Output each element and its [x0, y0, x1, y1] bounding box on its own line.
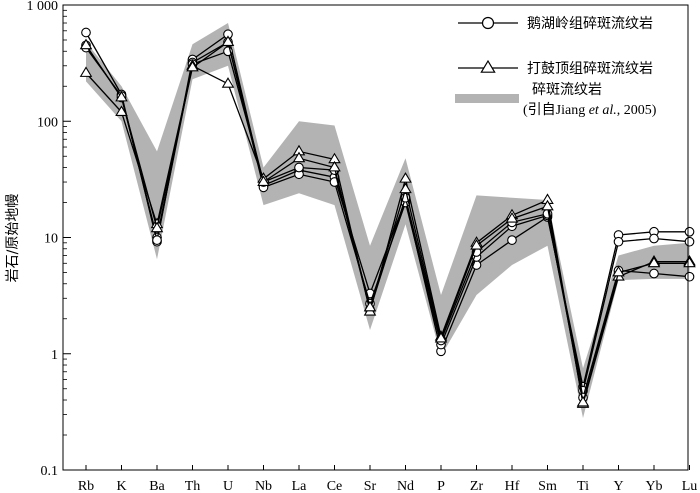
data-point-triangle — [79, 38, 93, 50]
data-point-circle — [649, 233, 659, 244]
legend: 鹅湖岭组碎斑流纹岩 打鼓顶组碎斑流纹岩 碎斑流纹岩 (引自Jiang et al… — [455, 15, 657, 118]
data-point-triangle — [612, 265, 625, 277]
legend-circle-marker — [481, 16, 495, 30]
data-point-triangle — [470, 239, 483, 250]
y-tick-label: 1 000 — [27, 0, 59, 14]
data-point-circle — [684, 271, 695, 282]
data-point-circle — [649, 268, 659, 279]
data-point-circle — [613, 236, 624, 247]
data-point-triangle — [221, 35, 235, 46]
legend-label-band: 碎斑流纹岩 — [532, 82, 602, 98]
data-point-triangle — [399, 172, 412, 183]
x-tick-label: Rb — [78, 479, 94, 493]
data-point-triangle — [115, 90, 128, 102]
band-area — [86, 23, 690, 418]
series-triangle-4 — [79, 35, 696, 407]
data-point-triangle — [115, 105, 128, 116]
x-tick-label: U — [223, 479, 233, 493]
data-point-circle — [684, 236, 695, 247]
y-tick-label: 0.1 — [41, 464, 59, 479]
data-point-triangle — [541, 199, 554, 211]
shaded-range-band — [86, 23, 690, 418]
data-point-triangle — [150, 221, 164, 233]
data-point-circle — [684, 226, 695, 237]
data-point-triangle — [221, 77, 235, 88]
data-point-triangle — [257, 175, 270, 186]
data-point-triangle — [328, 160, 341, 172]
data-point-circle — [294, 162, 304, 173]
x-tick-label: P — [437, 479, 445, 493]
legend-band-swatch — [455, 94, 519, 103]
data-point-triangle — [576, 395, 590, 407]
series-lines — [79, 27, 696, 408]
y-tick-label: 100 — [37, 115, 58, 130]
y-tick-label: 1 — [51, 348, 58, 363]
x-tick-label: Nb — [255, 479, 272, 493]
data-point-circle — [507, 235, 517, 245]
x-tick-label: Th — [185, 479, 201, 493]
x-tick-label: Nd — [397, 479, 414, 493]
x-tick-label: Ba — [149, 479, 165, 493]
legend-label-triangle: 打鼓顶组碎斑流纹岩 — [527, 60, 653, 77]
x-tick-label: Ce — [327, 479, 343, 493]
x-tick-label: Lu — [682, 479, 698, 493]
data-point-triangle — [647, 256, 661, 268]
data-point-triangle — [399, 182, 412, 194]
series-line — [85, 41, 690, 403]
y-tick-label: 10 — [44, 232, 58, 247]
x-tick-label: Y — [613, 479, 623, 493]
data-point-triangle — [186, 60, 199, 72]
data-point-triangle — [79, 66, 93, 77]
x-tick-label: Sm — [538, 479, 557, 493]
x-tick-label: K — [116, 479, 126, 493]
y-axis: 0.1 1 10 100 1 000 — [27, 0, 71, 479]
data-point-triangle — [505, 212, 519, 223]
citation-italic: et al. — [589, 103, 617, 118]
x-tick-label: Ti — [577, 479, 589, 493]
x-tick-label: Hf — [505, 479, 520, 493]
legend-citation: (引自Jiang et al., 2005) — [523, 102, 657, 118]
x-tick-label: Sr — [364, 479, 377, 493]
data-point-triangle — [363, 300, 377, 312]
x-tick-label: La — [292, 479, 308, 493]
x-tick-label: Yb — [645, 479, 662, 493]
data-point-triangle — [683, 256, 696, 268]
data-point-circle — [81, 27, 91, 38]
legend-triangle-marker — [480, 59, 496, 73]
y-axis-label: 岩石/原始地幔 — [5, 194, 21, 283]
x-tick-label: Zr — [470, 479, 484, 493]
data-point-triangle — [434, 331, 448, 343]
citation-suffix: , 2005) — [617, 103, 657, 118]
x-axis: Rb K Ba Th U Nb La Ce Sr Nd P Zr Hf Sm Ti Y Yb Lu — [78, 465, 697, 493]
citation-prefix: (引自Jiang — [523, 102, 589, 118]
data-point-circle — [152, 235, 162, 245]
legend-label-circle: 鹅湖岭组碎斑流纹岩 — [527, 15, 653, 32]
data-point-triangle — [292, 151, 306, 163]
